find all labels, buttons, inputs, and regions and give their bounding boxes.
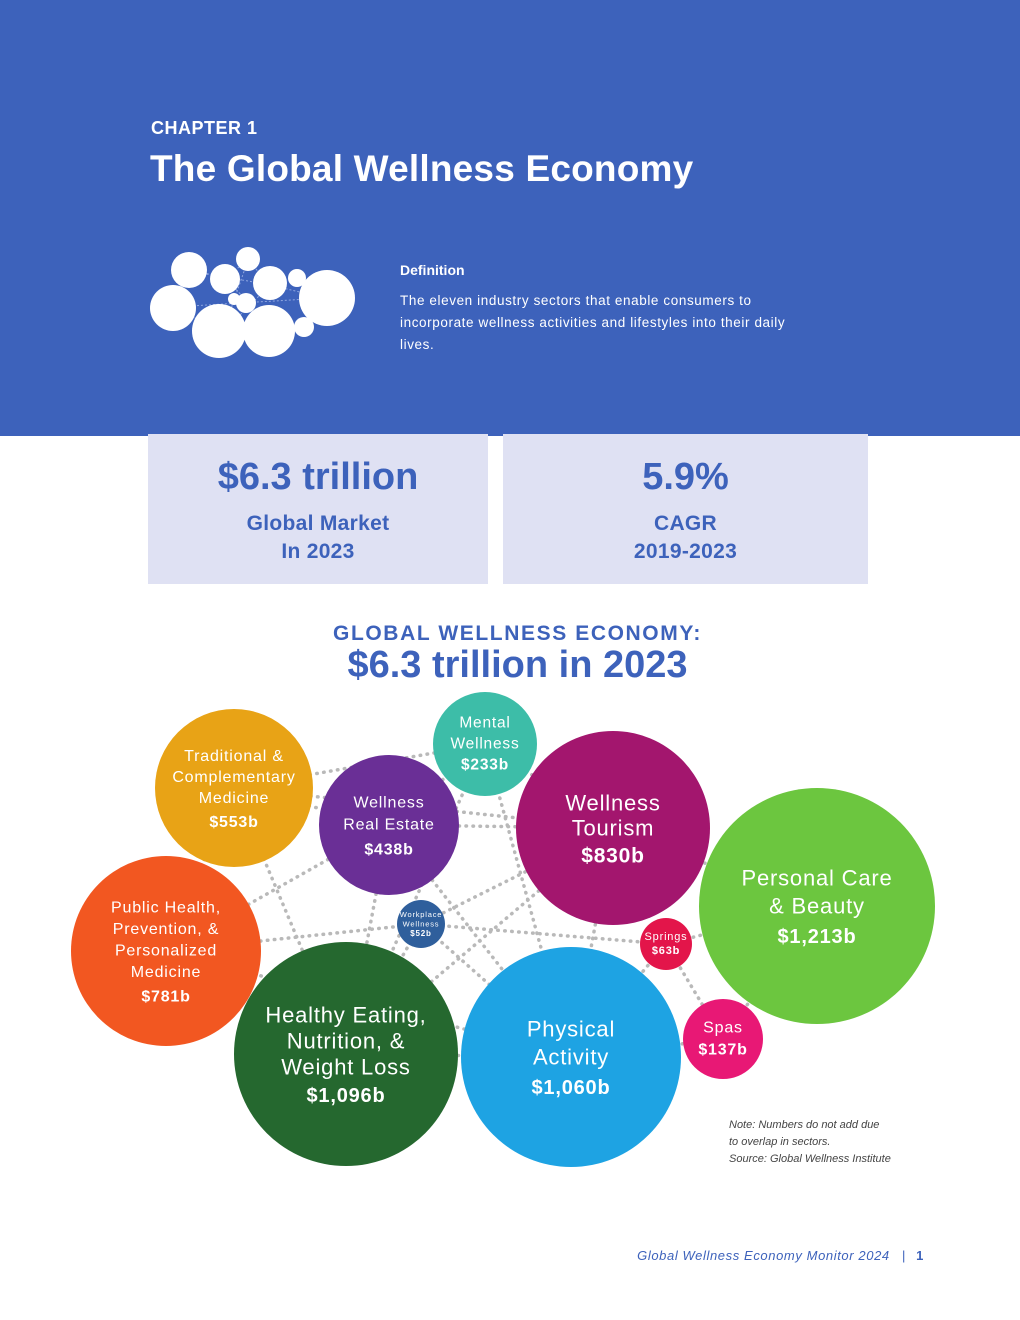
bubble-label: Physical [527,1017,615,1042]
bubble-label: Real Estate [343,817,435,834]
chapter-header: CHAPTER 1 The Global Wellness Economy [0,0,1020,436]
bubble-circle [433,692,537,796]
sector-bubble-chart: Traditional & Complementary Medicine $553b M… [71,692,935,1167]
bubble-springs: Springs $63b [640,918,692,970]
bubble-circle [683,999,763,1079]
definition-text: The eleven industry sectors that enable … [400,293,786,352]
bubble-circle [319,755,459,895]
stat-value: 5.9% [642,456,729,498]
page-title: The Global Wellness Economy [150,148,694,189]
note-line: Source: Global Wellness Institute [729,1153,891,1165]
bubble-label: Prevention, & [113,921,219,938]
bubble-label: Spas [703,1020,743,1037]
bubble-circle [699,788,935,1024]
bubble-value: $233b [461,757,509,774]
bubble-circle [640,918,692,970]
bubble-circle [516,731,710,925]
bubble-label: Public Health, [111,900,221,917]
bubble-circle [397,900,445,948]
bubble-label: Springs [645,931,688,943]
bubble-label: Nutrition, & [287,1029,405,1054]
bubble-value: $52b [410,929,431,938]
stat-cagr: 5.9% CAGR 2019-2023 [503,434,868,584]
bubble-value: $830b [581,845,645,868]
bubble-label: Activity [533,1045,609,1070]
bubble-value: $438b [364,842,413,859]
bubble-circle [71,856,261,1046]
stat-label: Global Market In 2023 [246,512,390,563]
bubble-cluster-logo [150,247,355,358]
bubble-physical-activity: Physical Activity $1,060b [461,947,681,1167]
bubble-label: Wellness [403,920,440,929]
bubble-mental-wellness: Mental Wellness $233b [433,692,537,796]
bubble-circle [155,709,313,867]
bubble-label: Traditional & [184,748,284,765]
bubble-label: Complementary [172,769,295,786]
bubble-value: $553b [209,814,258,831]
bubble-value: $137b [698,1042,747,1059]
bubble-label: Wellness [353,795,424,812]
note-line: Note: Numbers do not add due [729,1119,880,1131]
bubble-circle [461,947,681,1167]
bubble-public-health-prevention-personalized-medicine: Public Health, Prevention, & Personalized M… [71,856,261,1046]
bubble-label: Weight Loss [281,1055,410,1080]
chart-title: $6.3 trillion in 2023 [347,644,688,686]
footer-title: Global Wellness Economy Monitor 2024 [637,1248,890,1263]
bubble-label: & Beauty [769,894,865,919]
definition-label: Definition [400,262,465,278]
stat-label: CAGR 2019-2023 [633,512,738,563]
bubble-value: $63b [652,945,680,957]
bubble-traditional-complementary-medicine: Traditional & Complementary Medicine $553b [155,709,313,867]
bubble-value: $1,096b [307,1085,386,1107]
bubble-label: Tourism [572,816,655,841]
bubble-spas: Spas $137b [683,999,763,1079]
page-number: 1 [916,1248,924,1263]
bubble-wellness-real-estate: Wellness Real Estate $438b [319,755,459,895]
bubble-label: Workplace [400,910,443,919]
bubble-label: Personalized [115,943,217,960]
stat-value: $6.3 trillion [217,456,419,498]
bubble-label: Mental [459,715,510,732]
bubble-value: $781b [141,989,190,1006]
chapter-label: CHAPTER 1 [151,118,258,138]
chart-note: Note: Numbers do not add due to overlap … [729,1117,949,1168]
bubble-label: Medicine [199,790,269,807]
footer-separator: | [901,1248,906,1263]
stat-global-market: $6.3 trillion Global Market In 2023 [148,434,488,584]
bubble-healthy-eating-nutrition-weight-loss: Healthy Eating,Nutrition, &Weight Loss $1… [234,942,458,1166]
note-line: to overlap in sectors. [729,1136,831,1148]
bubble-label: Wellness [451,736,520,753]
page-footer: Global Wellness Economy Monitor 2024 | 1 [637,1248,924,1263]
bubble-value: $1,213b [778,926,857,948]
bubble-value: $1,060b [532,1077,611,1099]
bubble-label: Wellness [565,791,660,816]
bubble-circle [234,942,458,1166]
bubble-label: Personal Care [741,866,892,891]
bubble-label: Medicine [131,964,201,981]
bubble-personal-care-beauty: Personal Care & Beauty $1,213b [699,788,935,1024]
bubble-label: Healthy Eating, [265,1003,426,1028]
chart-subtitle: GLOBAL WELLNESS ECONOMY: [333,622,702,645]
